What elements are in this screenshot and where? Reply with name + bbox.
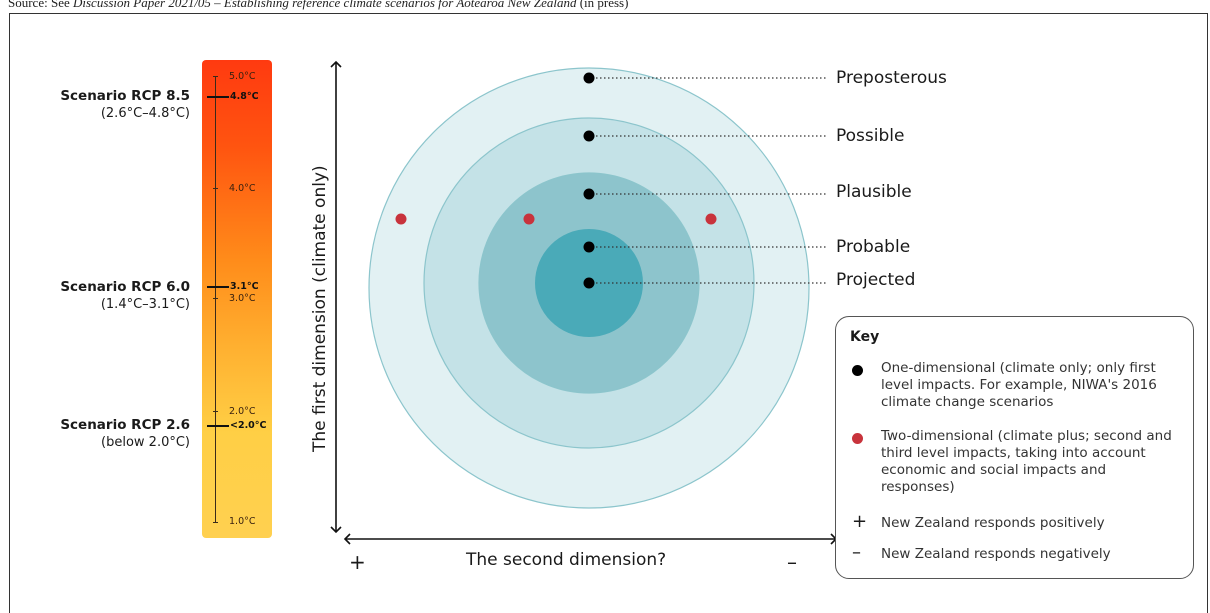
- key-panel: Key One-dimensional (climate only; only …: [835, 316, 1194, 579]
- mark-label-rcp60: 3.1°C: [230, 281, 259, 292]
- scenario-rcp26: Scenario RCP 2.6 (below 2.0°C): [60, 416, 190, 452]
- tick-5: [213, 76, 218, 77]
- concentric-diagram: [330, 60, 838, 545]
- dot-preposterous: [583, 72, 595, 84]
- key-item-one-dimensional: One-dimensional (climate only; only firs…: [881, 360, 1157, 410]
- dot-projected: [583, 277, 595, 289]
- mark-rcp85: [207, 96, 229, 98]
- tick-3: [213, 298, 218, 299]
- black-dot-icon: [852, 365, 863, 376]
- tick-label-2: 2.0°C: [229, 406, 256, 417]
- dot-probable: [583, 241, 595, 253]
- source-suffix: (in press): [576, 0, 629, 10]
- figure-frame: [9, 13, 1208, 613]
- scenario-range: (2.6°C–4.8°C): [100, 106, 190, 121]
- tick-1: [213, 522, 218, 523]
- temperature-axis: [215, 76, 216, 523]
- label-plausible: Plausible: [836, 182, 912, 202]
- mark-rcp60: [207, 286, 229, 288]
- label-projected: Projected: [836, 270, 916, 290]
- tick-label-3: 3.0°C: [229, 293, 256, 304]
- key-item-positive: New Zealand responds positively: [881, 515, 1105, 531]
- mark-label-rcp85: 4.8°C: [230, 91, 259, 102]
- red-dot-left: [395, 213, 407, 225]
- tick-2: [213, 411, 218, 412]
- scenario-name: Scenario RCP 6.0: [60, 279, 190, 295]
- x-axis-label: The second dimension?: [466, 550, 667, 570]
- label-possible: Possible: [836, 126, 905, 146]
- scenario-name: Scenario RCP 2.6: [60, 417, 190, 433]
- tick-label-4: 4.0°C: [229, 183, 256, 194]
- plus-icon: +: [852, 511, 868, 532]
- dot-possible: [583, 130, 595, 142]
- key-item-two-dimensional: Two-dimensional (climate plus; second an…: [881, 428, 1172, 495]
- scenario-range: (below 2.0°C): [101, 435, 190, 450]
- minus-icon: –: [852, 542, 861, 563]
- mark-rcp26: [207, 425, 229, 427]
- scenario-rcp60: Scenario RCP 6.0 (1.4°C–3.1°C): [60, 278, 190, 314]
- mark-label-rcp26: <2.0°C: [230, 420, 267, 431]
- scenario-rcp85: Scenario RCP 8.5 (2.6°C–4.8°C): [60, 87, 190, 123]
- source-title: Discussion Paper 2021/05 – Establishing …: [72, 0, 577, 10]
- x-axis-minus: –: [787, 550, 797, 574]
- red-dot-right: [705, 213, 717, 225]
- dot-plausible: [583, 188, 595, 200]
- red-dot-icon: [852, 433, 863, 444]
- tick-label-5: 5.0°C: [229, 71, 256, 82]
- label-preposterous: Preposterous: [836, 68, 947, 88]
- source-prefix: Source: See: [8, 0, 73, 10]
- label-probable: Probable: [836, 237, 911, 257]
- tick-4: [213, 188, 218, 189]
- y-axis-label: The first dimension (climate only): [310, 165, 330, 452]
- source-note: Source: See Discussion Paper 2021/05 – E…: [8, 0, 628, 11]
- scenario-name: Scenario RCP 8.5: [60, 88, 190, 104]
- temperature-bar: [202, 60, 272, 538]
- red-dot-middle: [523, 213, 535, 225]
- tick-label-1: 1.0°C: [229, 516, 256, 527]
- scenario-range: (1.4°C–3.1°C): [100, 297, 190, 312]
- x-axis-plus: +: [349, 550, 366, 574]
- key-title: Key: [850, 329, 880, 345]
- key-item-negative: New Zealand responds negatively: [881, 546, 1111, 562]
